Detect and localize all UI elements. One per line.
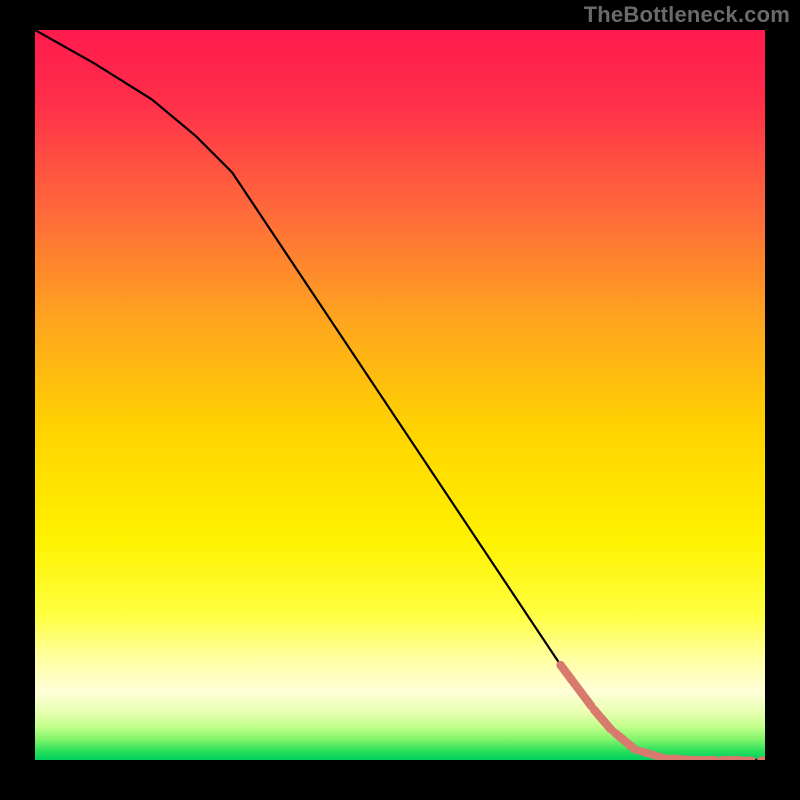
curve-marker-dot [569,678,578,687]
watermark-text: TheBottleneck.com [584,2,790,28]
curve-marker-dot [590,706,599,715]
curve-marker-dot [612,729,621,738]
curve-marker-dot [641,748,649,756]
curve-marker-segment [574,683,592,706]
plot-area [35,30,765,760]
canvas-root: TheBottleneck.com [0,0,800,800]
plot-overlay-svg [35,30,765,760]
bottleneck-curve [35,30,765,760]
curve-marker-dot [556,661,565,670]
